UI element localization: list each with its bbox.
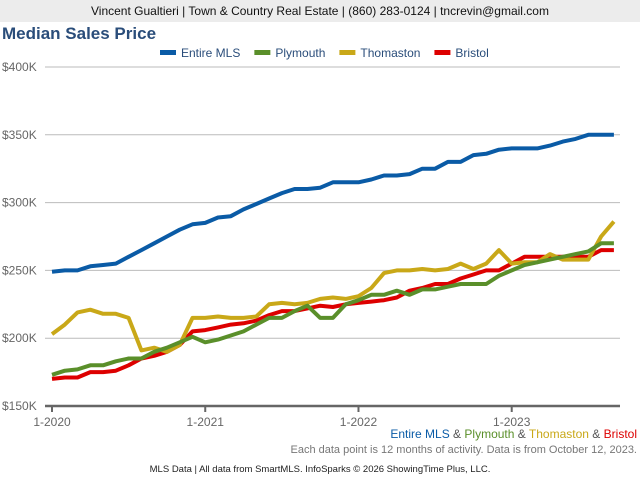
amp: & — [592, 427, 601, 441]
y-tick-label: $150K — [2, 399, 37, 413]
x-tick-label: 1-2020 — [33, 415, 71, 429]
amp: & — [517, 427, 526, 441]
series-line-plymouth — [51, 241, 614, 377]
legend-label: Thomaston — [360, 46, 420, 60]
x-tick-label: 1-2023 — [493, 415, 531, 429]
chart-title: Median Sales Price — [2, 24, 157, 43]
agent-header: Vincent Gualtieri | Town & Country Real … — [0, 0, 640, 22]
legend-swatch — [339, 50, 356, 55]
summary-entire-mls: Entire MLS — [390, 427, 450, 441]
series-summary: Entire MLS & Plymouth & Thomaston & Bris… — [390, 427, 637, 441]
legend-swatch — [160, 50, 176, 55]
legend-swatch — [254, 50, 271, 55]
legend-label: Bristol — [455, 46, 488, 60]
y-tick-label: $350K — [2, 128, 37, 142]
footer: MLS Data | All data from SmartMLS. InfoS… — [149, 464, 491, 475]
legend-label: Entire MLS — [181, 46, 240, 60]
legend-label: Plymouth — [275, 46, 325, 60]
y-tick-label: $300K — [2, 196, 37, 210]
y-tick-label: $400K — [2, 60, 37, 74]
summary-plymouth: Plymouth — [464, 427, 515, 441]
amp: & — [453, 427, 462, 441]
series-line-entire-mls — [51, 132, 614, 274]
y-tick-label: $200K — [2, 331, 37, 345]
summary-bristol: Bristol — [603, 427, 637, 441]
legend-swatch — [434, 50, 451, 55]
y-tick-label: $250K — [2, 263, 37, 277]
x-tick-label: 1-2021 — [187, 415, 225, 429]
data-note: Each data point is 12 months of activity… — [290, 444, 637, 456]
series-line-thomaston — [50, 220, 616, 354]
x-tick-label: 1-2022 — [340, 415, 378, 429]
summary-thomaston: Thomaston — [528, 427, 589, 441]
